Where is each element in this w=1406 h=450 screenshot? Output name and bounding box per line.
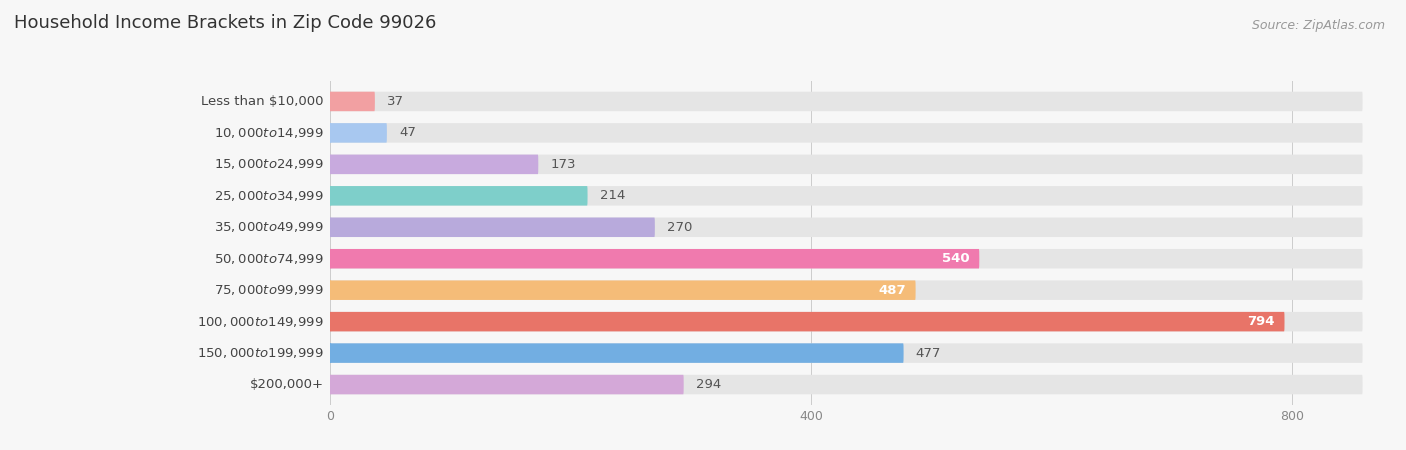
FancyBboxPatch shape [330, 186, 588, 206]
Text: 477: 477 [915, 346, 941, 360]
FancyBboxPatch shape [330, 217, 1362, 237]
FancyBboxPatch shape [330, 123, 387, 143]
Text: $10,000 to $14,999: $10,000 to $14,999 [214, 126, 323, 140]
Text: 37: 37 [387, 95, 404, 108]
FancyBboxPatch shape [330, 312, 1285, 331]
FancyBboxPatch shape [330, 312, 1362, 331]
FancyBboxPatch shape [330, 155, 1362, 174]
FancyBboxPatch shape [330, 375, 1362, 394]
Text: $150,000 to $199,999: $150,000 to $199,999 [197, 346, 323, 360]
Text: 270: 270 [666, 221, 692, 234]
Text: 294: 294 [696, 378, 721, 391]
Text: $75,000 to $99,999: $75,000 to $99,999 [214, 283, 323, 297]
Text: $50,000 to $74,999: $50,000 to $74,999 [214, 252, 323, 266]
Text: 173: 173 [550, 158, 576, 171]
FancyBboxPatch shape [330, 186, 1362, 206]
FancyBboxPatch shape [330, 123, 1362, 143]
FancyBboxPatch shape [330, 280, 1362, 300]
Text: 794: 794 [1247, 315, 1275, 328]
FancyBboxPatch shape [330, 92, 1362, 111]
Text: 487: 487 [879, 284, 905, 297]
FancyBboxPatch shape [330, 343, 904, 363]
FancyBboxPatch shape [330, 249, 1362, 269]
Text: $25,000 to $34,999: $25,000 to $34,999 [214, 189, 323, 203]
Text: Less than $10,000: Less than $10,000 [201, 95, 323, 108]
Text: $15,000 to $24,999: $15,000 to $24,999 [214, 158, 323, 171]
FancyBboxPatch shape [330, 155, 538, 174]
Text: $100,000 to $149,999: $100,000 to $149,999 [197, 315, 323, 328]
Text: Household Income Brackets in Zip Code 99026: Household Income Brackets in Zip Code 99… [14, 14, 436, 32]
Text: $200,000+: $200,000+ [249, 378, 323, 391]
FancyBboxPatch shape [330, 249, 980, 269]
FancyBboxPatch shape [330, 343, 1362, 363]
FancyBboxPatch shape [330, 217, 655, 237]
FancyBboxPatch shape [330, 280, 915, 300]
Text: $35,000 to $49,999: $35,000 to $49,999 [214, 220, 323, 234]
Text: 540: 540 [942, 252, 970, 265]
Text: 47: 47 [399, 126, 416, 140]
FancyBboxPatch shape [330, 92, 375, 111]
Text: Source: ZipAtlas.com: Source: ZipAtlas.com [1251, 18, 1385, 32]
FancyBboxPatch shape [330, 375, 683, 394]
Text: 214: 214 [599, 189, 624, 202]
